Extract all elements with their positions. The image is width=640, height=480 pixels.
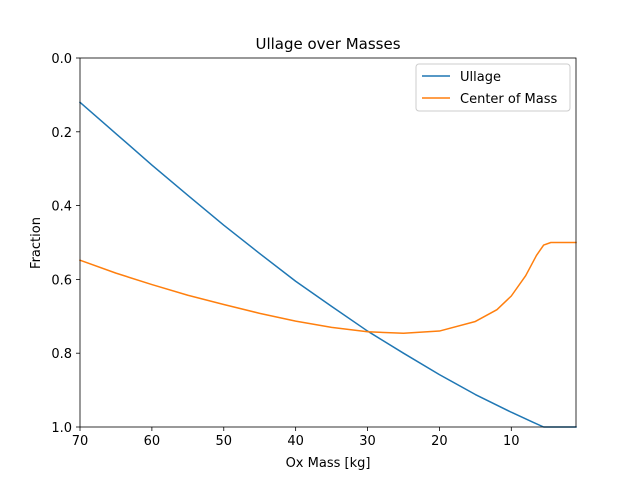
plot-lines [78,101,577,428]
x-axis-label: Ox Mass [kg] [286,456,371,471]
x-tick-label: 10 [503,434,520,449]
axes: 70 60 50 40 30 20 10 0.0 0.2 0.4 0.6 0.8 1.0 [51,52,577,449]
y-axis-label: Fraction [29,217,44,269]
y-tick-label: 0.2 [51,126,72,141]
legend: Ullage Center of Mass [415,63,571,112]
series-line-center-of-mass [79,241,577,335]
legend-box [415,63,571,112]
x-tick-label: 50 [215,434,232,449]
y-tick-label: 0.0 [51,52,72,67]
x-tick-label: 30 [359,434,376,449]
legend-label-center-of-mass: Center of Mass [460,92,558,107]
x-tick-label: 20 [431,434,448,449]
y-tick-label: 1.0 [51,421,72,436]
x-tick-label: 40 [287,434,304,449]
y-tick-label: 0.8 [51,347,72,362]
y-tick-label: 0.4 [51,200,72,215]
y-tick-label: 0.6 [51,273,72,288]
x-tick-label: 70 [72,434,89,449]
plot-frame [79,57,577,428]
legend-label-ullage: Ullage [460,70,501,85]
x-tick-label: 60 [144,434,161,449]
chart-title: Ullage over Masses [255,35,400,53]
